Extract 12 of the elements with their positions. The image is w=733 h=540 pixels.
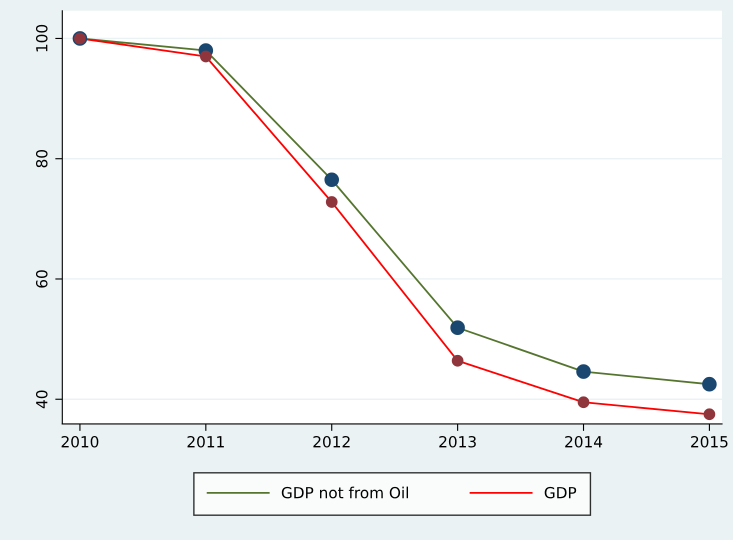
x-tick-label: 2012 (313, 436, 350, 448)
y-tick-label: 60 (36, 270, 48, 288)
x-tick-label: 2011 (188, 436, 224, 448)
y-tick-label: 100 (36, 24, 48, 52)
x-tick-label: 2010 (62, 436, 98, 448)
x-tick-label: 2014 (565, 436, 602, 448)
x-tick-label: 2013 (439, 436, 476, 448)
y-tick-label: 40 (36, 390, 48, 408)
legend-label: GDP (544, 486, 576, 498)
x-tick-label: 2015 (691, 436, 728, 448)
legend-label: GDP not from Oil (282, 486, 408, 498)
y-tick-label: 80 (36, 150, 48, 168)
